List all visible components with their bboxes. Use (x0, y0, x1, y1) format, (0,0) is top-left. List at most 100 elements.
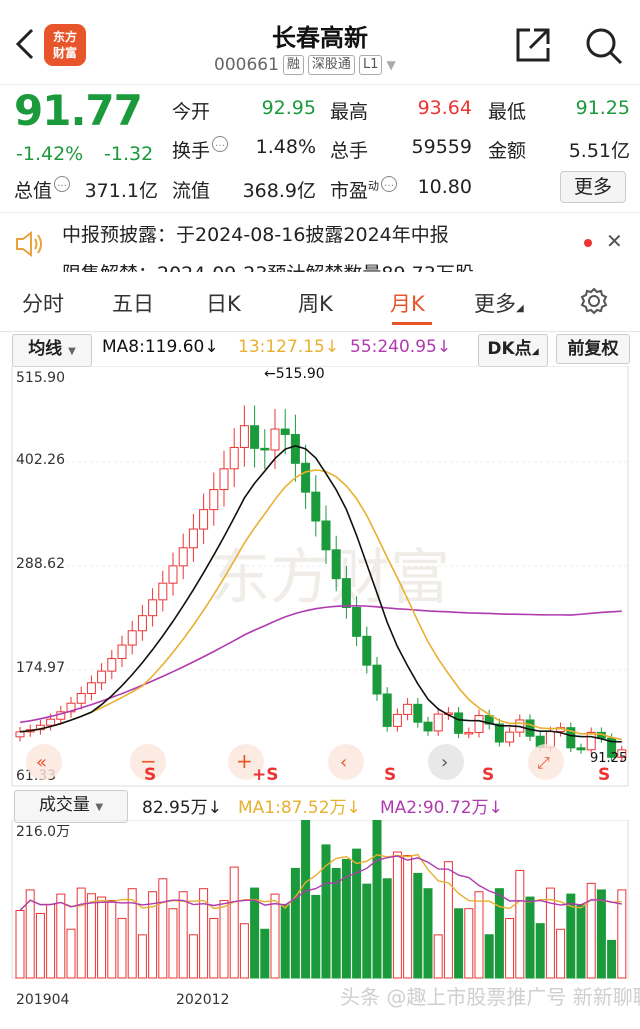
margin-tag: 融 (282, 55, 304, 75)
axis-label-mid3: 174.97 (16, 660, 65, 676)
high-label: 最高 (330, 101, 369, 123)
back-arrow-icon[interactable] (10, 24, 40, 64)
volume-bar (576, 903, 586, 979)
turnover-value: 1.48% (255, 136, 316, 158)
share-icon[interactable] (514, 26, 552, 64)
candle-body (168, 565, 178, 584)
amount-value: 5.51亿 (568, 140, 630, 162)
candle-body (474, 715, 484, 733)
zoom-in-button[interactable] (228, 744, 264, 780)
info-icon[interactable]: … (381, 176, 398, 192)
kline-chart[interactable]: 东方财富 515.90 402.26 288.62 174.97 61.33 ←… (0, 366, 640, 788)
candle-body (301, 462, 311, 493)
volume-bars-group (15, 820, 627, 979)
info-icon[interactable]: … (212, 136, 229, 152)
candle-body (178, 547, 188, 567)
volume-bar (362, 883, 372, 979)
sell-marker: S (482, 765, 494, 785)
dk-button[interactable]: DK点◢ (478, 334, 548, 367)
close-icon[interactable]: ✕ (606, 229, 623, 253)
scroll-left-button[interactable] (328, 744, 364, 780)
volume-label: 总手 (330, 140, 369, 162)
float-value: 368.9亿 (242, 180, 316, 202)
ma-selector[interactable]: 均线 ▼ (12, 334, 92, 367)
volume-bar (443, 861, 453, 979)
volume-bar (107, 899, 117, 979)
open-value: 92.95 (261, 97, 316, 119)
header-bar: 东方 财富 长春高新 000661 融 深股通 L1 ▼ (0, 0, 640, 84)
sell-marker: S (384, 765, 396, 785)
candle-body (127, 630, 137, 646)
volume-bar (515, 869, 525, 979)
low-value: 91.25 (575, 97, 630, 119)
fullscreen-button[interactable] (528, 744, 564, 780)
change-amount: -1.32 (104, 143, 154, 165)
scroll-left-far-button[interactable] (26, 744, 62, 780)
adjust-button[interactable]: 前复权 (556, 334, 630, 364)
unread-dot (584, 239, 592, 247)
candle-body (341, 578, 351, 608)
volume-selector[interactable]: 成交量 ▼ (14, 790, 128, 823)
candle-body (229, 446, 239, 470)
volume-indicator-row: 成交量 ▼ 82.95万↓ MA1:87.52万↓ MA2:90.72万↓ (0, 788, 640, 823)
search-icon[interactable] (584, 26, 624, 66)
volume-axis-max: 216.0万 (16, 824, 70, 840)
candle-body (270, 428, 280, 451)
candle-body (494, 723, 504, 743)
volume-bar (148, 891, 158, 979)
notice-banner[interactable]: 中报预披露：于2024-08-16披露2024年中报 限售解禁：2024-09-… (0, 212, 640, 272)
volume-bar (66, 928, 76, 979)
tab-weekly-k[interactable]: 周K (298, 292, 333, 316)
max-price-marker: ←515.90 (264, 366, 325, 382)
volume-bar (423, 888, 433, 979)
volume-bar (321, 844, 331, 979)
sell-marker: S (144, 765, 156, 785)
pe-value: 10.80 (417, 176, 472, 198)
open-label: 今开 (172, 101, 211, 123)
volume-bar (454, 908, 464, 979)
scroll-right-button[interactable] (428, 744, 464, 780)
tab-more[interactable]: 更多◢ (474, 292, 524, 316)
candle-body (372, 664, 382, 695)
volume-chart[interactable]: 216.0万 201904 202012 头条 @趣上市股票推广号 新新聊聊 (0, 820, 640, 1029)
info-icon[interactable]: … (54, 176, 71, 192)
settings-gear-icon[interactable] (580, 287, 608, 315)
footer-watermark: 头条 @趣上市股票推广号 新新聊聊 (340, 985, 640, 1009)
candle-body (137, 615, 147, 632)
candle-body (239, 425, 249, 448)
volume-value: 59559 (411, 136, 472, 158)
candle-body (199, 509, 209, 530)
volume-bar (15, 910, 25, 979)
candle-body (250, 425, 260, 449)
candle-body (505, 731, 515, 743)
more-button[interactable]: 更多 (560, 171, 626, 203)
tab-five-day[interactable]: 五日 (112, 292, 154, 316)
volume-bar (229, 866, 239, 979)
candle-body (158, 582, 168, 601)
volume-bar (433, 934, 443, 979)
zoom-out-button[interactable] (130, 744, 166, 780)
candle-body (107, 658, 117, 672)
volume-bar (46, 903, 56, 979)
ma8-line (19, 445, 622, 743)
tab-daily-k[interactable]: 日K (206, 292, 241, 316)
volume-bar (535, 923, 545, 979)
volume-bar (382, 878, 392, 979)
volume-bar (331, 867, 341, 979)
volume-bar (392, 851, 402, 979)
candle-body (362, 635, 372, 666)
volume-bar (566, 893, 576, 979)
volume-bar (178, 891, 188, 979)
tab-intraday[interactable]: 分时 (22, 292, 64, 316)
candle-body (209, 489, 219, 511)
volume-bar (372, 820, 382, 979)
tab-monthly-k[interactable]: 月K (390, 292, 425, 316)
candle-body (15, 731, 25, 738)
plus-icon: + (236, 749, 253, 773)
candle-body (433, 713, 443, 732)
amount-label: 金额 (488, 140, 527, 162)
volume-bar (464, 908, 474, 979)
candle-body (566, 727, 576, 749)
volume-bar (494, 888, 504, 979)
chevron-down-icon[interactable]: ▼ (386, 58, 396, 72)
